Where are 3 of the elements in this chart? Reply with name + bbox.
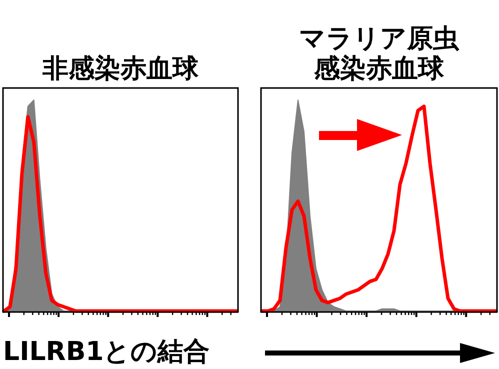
x-axis-title: LILRB1との結合 [3, 337, 210, 367]
chart-title: 非感染赤血球 [42, 54, 200, 84]
chart-title: マラリア原虫感染赤血球 [298, 24, 460, 84]
